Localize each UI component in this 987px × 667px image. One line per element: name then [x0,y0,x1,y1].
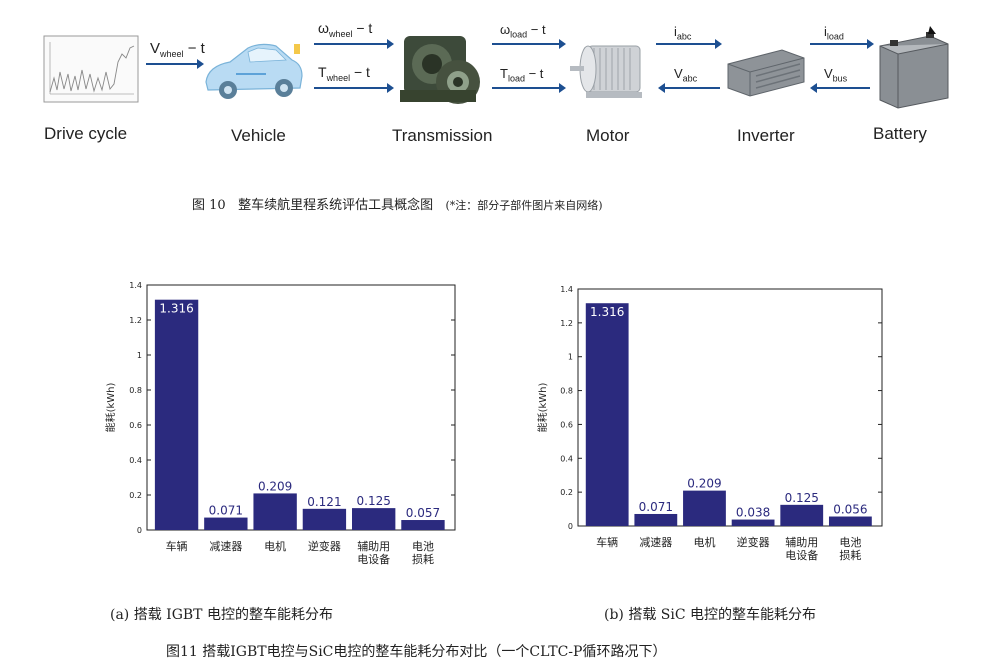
y-tick-label: 0.4 [560,454,573,463]
x-category-label: 损耗 [412,552,434,566]
bar [780,504,824,526]
y-tick-label: 0 [137,526,142,535]
y-tick-label: 0.6 [129,421,142,430]
bar-value-label: 0.071 [209,504,243,518]
chart-a-caption: (a) 搭载 IGBT 电控的整车能耗分布 [110,607,333,623]
figure-11-caption: 图11 搭载IGBT电控与SiC电控的整车能耗分布对比（一个CLTC-P循环路况… [166,644,667,660]
arrow-transmission-to-motor-top [492,39,566,49]
y-tick-label: 0.4 [129,456,142,465]
x-category-label: 电机 [264,539,286,553]
stage-label-battery: Battery [873,124,927,143]
battery-icon [879,26,949,109]
x-category-label: 电池 [839,536,861,549]
figure-10-note: (*注：部分子部件图片来自网络) [445,199,603,212]
chart-b-sic: 0 0.2 0.4 0.6 0.8 1 1.2 1.4 能耗(kWh) 1.316 车辆 0.071 减… [536,285,883,562]
arrow-label-i-abc: iabc [674,24,692,42]
x-category-label: 车辆 [596,535,618,549]
bar-value-label: 1.316 [159,302,193,316]
bar [585,303,629,526]
bar-value-label: 0.057 [406,506,440,520]
bar [302,508,347,530]
x-category-label: 减速器 [639,536,672,549]
y-tick-label: 1.2 [129,316,142,325]
y-tick-label: 0.2 [560,488,573,497]
bar [731,519,775,526]
y-tick-label: 1.2 [560,319,573,328]
x-category-label: 车辆 [166,539,188,553]
figure-10-title: 整车续航里程系统评估工具概念图 [238,198,434,213]
chart-a-igbt: 0 0.2 0.4 0.6 0.8 1 1.2 1.4 能耗(kWh) 1.316 车辆 0.071 减… [104,281,456,566]
arrow-label-v-bus: Vbus [824,66,848,84]
bar-value-label: 0.209 [258,479,292,493]
x-category-label: 电机 [693,535,715,549]
bar-value-label: 0.209 [687,477,721,491]
bar [828,516,872,526]
chart-b-caption: (b) 搭载 SiC 电控的整车能耗分布 [604,607,817,623]
arrow-inverter-to-battery [810,39,874,49]
arrow-label-omega-wheel: ωwheel − t [318,20,373,39]
x-category-label: 电设备 [357,552,390,566]
inverter-icon [727,49,805,97]
arrow-vehicle-to-transmission-bottom [314,83,394,93]
stage-label-transmission: Transmission [392,126,493,145]
x-category-label: 逆变器 [737,535,770,549]
bar [204,517,248,530]
y-tick-label: 0.8 [129,386,142,395]
x-category-label: 逆变器 [308,539,341,553]
bar [352,508,396,530]
stage-label-motor: Motor [586,126,630,145]
y-axis-label: 能耗(kWh) [104,382,117,432]
x-category-label: 辅助用 [357,539,390,553]
y-tick-label: 0.8 [560,387,573,396]
bar-value-label: 0.038 [736,506,770,520]
bar-value-label: 0.071 [639,500,673,514]
y-axis-label: 能耗(kWh) [536,382,549,432]
y-tick-label: 1.4 [129,281,142,290]
y-tick-label: 1 [137,351,142,360]
arrow-label-t-load: Tload − t [500,66,544,84]
bar [154,299,199,530]
transmission-gearbox-icon [400,36,480,104]
stage-label-inverter: Inverter [737,126,795,145]
stage-label-drive-cycle: Drive cycle [44,124,128,143]
arrow-label-t-wheel: Twheel − t [318,64,370,83]
stage-label-vehicle: Vehicle [231,126,286,145]
bar-value-label: 1.316 [590,305,624,319]
x-category-label: 减速器 [209,540,242,553]
y-tick-label: 1 [568,353,573,362]
y-tick-label: 0 [568,522,573,531]
y-tick-label: 1.4 [560,285,573,294]
bar-value-label: 0.125 [785,491,819,505]
arrow-label-i-load: iload [824,24,844,42]
bar [683,490,726,526]
arrow-label-omega-load: ωload − t [500,22,546,40]
x-category-label: 辅助用 [785,535,818,549]
bar-value-label: 0.121 [307,495,341,509]
bar-value-label: 0.125 [357,494,391,508]
x-category-label: 损耗 [839,548,861,562]
arrow-drive-to-vehicle [146,59,204,69]
bar [401,520,445,530]
bar [253,493,297,530]
arrow-transmission-to-motor-bottom [492,83,566,93]
bar [634,513,678,526]
arrow-inverter-to-motor [658,83,720,93]
x-category-label: 电池 [412,540,434,553]
bar-value-label: 0.056 [833,503,867,517]
motor-icon [570,45,642,98]
plot-frame [146,284,456,531]
arrow-motor-to-inverter [656,39,722,49]
vehicle-icon [205,43,303,99]
figure-10-caption: 图 10 整车续航里程系统评估工具概念图 (*注：部分子部件图片来自网络) [192,194,603,213]
arrow-label-v-abc: Vabc [674,66,698,84]
drive-cycle-plot-icon [43,35,139,103]
x-category-label: 电设备 [785,548,818,562]
arrow-vehicle-to-transmission-top [314,39,394,49]
arrow-battery-to-inverter [810,83,870,93]
y-tick-label: 0.2 [129,491,142,500]
arrow-label-v-wheel: Vwheel − t [150,40,205,59]
plot-frame [577,288,883,527]
y-tick-label: 0.6 [560,420,573,429]
figure-10-label: 图 10 [192,198,226,213]
